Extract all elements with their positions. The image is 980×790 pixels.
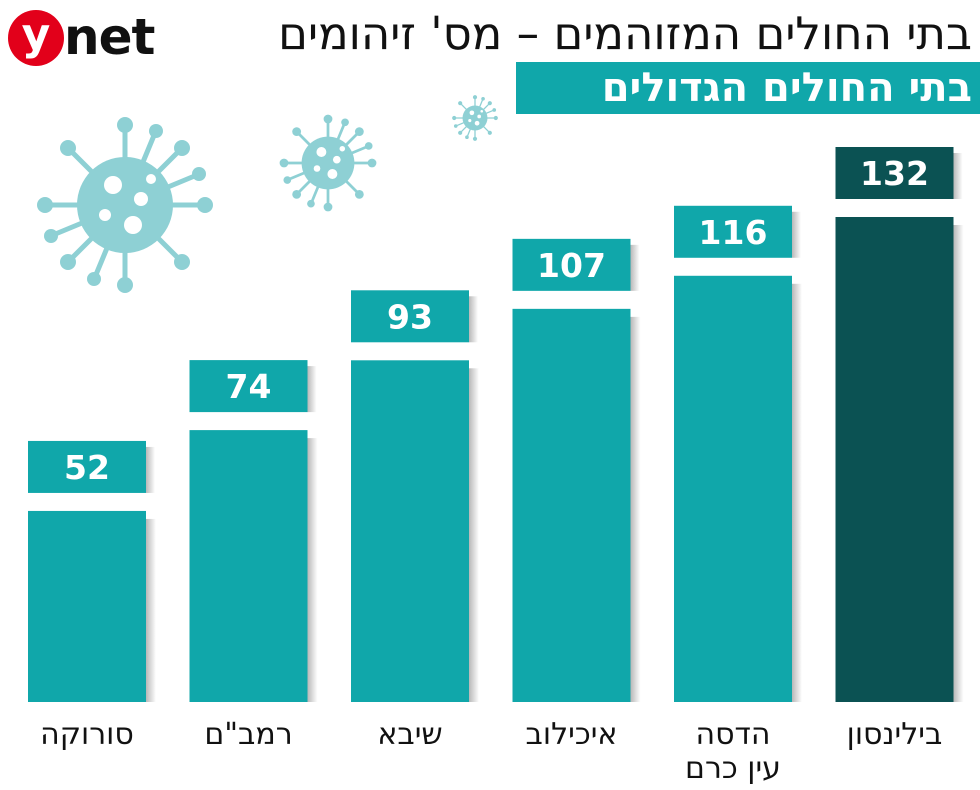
value-box-shadow	[146, 446, 155, 493]
bar-shadow	[953, 225, 964, 702]
value-label: 107	[537, 246, 606, 285]
value-label-box	[674, 205, 792, 258]
bar-shadow	[469, 368, 479, 702]
value-label: 52	[64, 448, 110, 487]
value-label: 74	[226, 367, 272, 406]
virus-icon	[451, 94, 499, 142]
value-label-box	[512, 238, 631, 291]
bar	[674, 275, 792, 702]
bar	[835, 217, 954, 702]
category-label-line: סורוקה	[40, 717, 134, 752]
category-label-line: רמב"ם	[204, 717, 293, 752]
ynet-logo: y net	[8, 6, 155, 70]
value-label: 132	[860, 154, 929, 193]
bar-shadow	[792, 283, 802, 702]
category-label: שיבא	[335, 718, 485, 752]
category-label: רמב"ם	[174, 718, 324, 752]
category-label-line: הדסה	[695, 717, 771, 752]
chart-title: בתי החולים המזוהמים – מס' זיהומים	[278, 7, 972, 60]
category-label: בילינסון	[820, 718, 970, 752]
bar-shadow	[307, 438, 318, 702]
value-box-shadow	[953, 153, 963, 199]
value-label: 116	[699, 213, 768, 252]
value-box-shadow	[469, 296, 478, 343]
subtitle-banner: בתי החולים הגדולים	[516, 62, 980, 114]
value-box-shadow	[630, 244, 640, 291]
category-label-line: בילינסון	[846, 717, 943, 752]
chart-subtitle: בתי החולים הגדולים	[601, 65, 972, 111]
value-label-box	[351, 290, 469, 343]
category-label: הדסה עין כרם	[658, 718, 808, 786]
value-box-shadow	[307, 366, 317, 413]
category-label-line: איכילוב	[525, 717, 618, 752]
bar	[28, 510, 146, 702]
bar	[189, 430, 308, 702]
value-label-box	[28, 440, 146, 493]
category-label: סורוקה	[12, 718, 162, 752]
value-box-shadow	[792, 211, 801, 258]
bar	[351, 360, 469, 702]
bar	[512, 308, 631, 702]
category-label: איכילוב	[497, 718, 647, 752]
bar-shadow	[146, 518, 156, 702]
logo-mark: y	[8, 10, 64, 66]
value-label-box	[835, 147, 954, 199]
virus-icon	[37, 117, 213, 293]
bar-shadow	[630, 316, 641, 702]
category-label-line: שיבא	[377, 717, 443, 752]
value-label: 93	[387, 297, 433, 336]
category-label-line: עין כרם	[685, 751, 781, 786]
virus-icon	[278, 113, 378, 213]
logo-word: net	[64, 8, 155, 66]
value-label-box	[189, 360, 308, 413]
